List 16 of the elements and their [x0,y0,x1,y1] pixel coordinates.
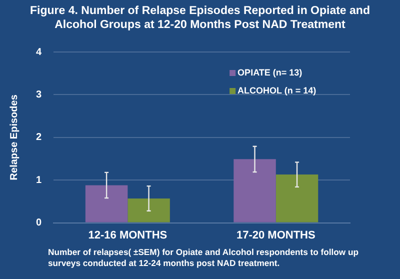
x-tick-label: 17-20 MONTHS [236,229,316,242]
y-tick-label: 2 [36,132,42,144]
bar [276,174,318,222]
y-axis-title: Relapse Episodes [8,94,20,180]
y-tick-label: 3 [36,89,42,100]
chart-title: Figure 4. Number of Relapse Episodes Reported in Opiate and Alcohol Groups at 12-20 Months Post NAD Treatment [30,4,370,32]
bar [234,159,276,222]
legend-label: OPIATE (n= 13) [238,67,302,78]
bar [85,185,128,222]
legend-label: ALCOHOL (n = 14) [238,85,316,96]
y-tick-label: 4 [36,46,42,58]
y-tick-label: 1 [36,174,42,186]
text: Number of relapses( ±SEM) for Opiate and Alcohol respondents to follow up surveys conducted at 12-24 months post NAD treatment. [48,247,360,269]
bar [128,198,170,222]
x-tick-label: 12-16 MONTHS [88,229,168,242]
y-tick-label: 0 [36,218,42,229]
